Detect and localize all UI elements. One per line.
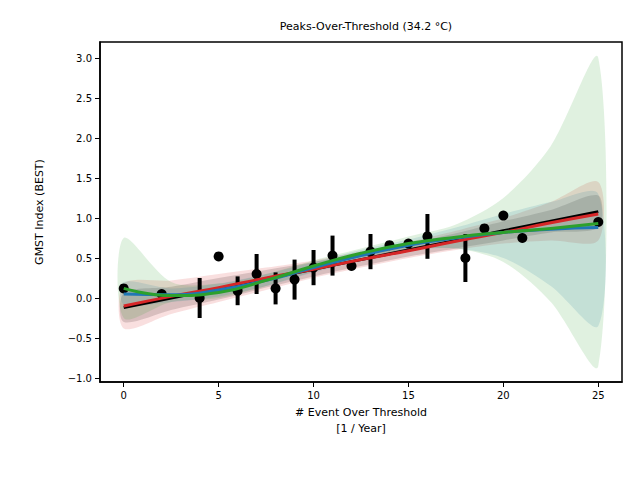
svg-text:−0.5: −0.5	[68, 333, 92, 344]
svg-text:# Event Over Threshold: # Event Over Threshold	[295, 406, 427, 419]
svg-text:10: 10	[307, 390, 320, 401]
svg-text:3.0: 3.0	[76, 53, 92, 64]
svg-text:25: 25	[592, 390, 605, 401]
svg-text:5: 5	[215, 390, 221, 401]
svg-text:20: 20	[497, 390, 510, 401]
svg-text:Peaks-Over-Threshold (34.2 °C): Peaks-Over-Threshold (34.2 °C)	[280, 20, 452, 33]
svg-text:2.0: 2.0	[76, 133, 92, 144]
svg-text:GMST Index (BEST): GMST Index (BEST)	[33, 159, 46, 265]
svg-text:0: 0	[121, 390, 127, 401]
svg-text:1.5: 1.5	[76, 173, 92, 184]
svg-text:0.5: 0.5	[76, 253, 92, 264]
svg-text:[1 / Year]: [1 / Year]	[336, 422, 386, 435]
svg-text:2.5: 2.5	[76, 93, 92, 104]
svg-text:1.0: 1.0	[76, 213, 92, 224]
svg-text:0.0: 0.0	[76, 293, 92, 304]
svg-text:15: 15	[402, 390, 415, 401]
svg-text:−1.0: −1.0	[68, 373, 92, 384]
